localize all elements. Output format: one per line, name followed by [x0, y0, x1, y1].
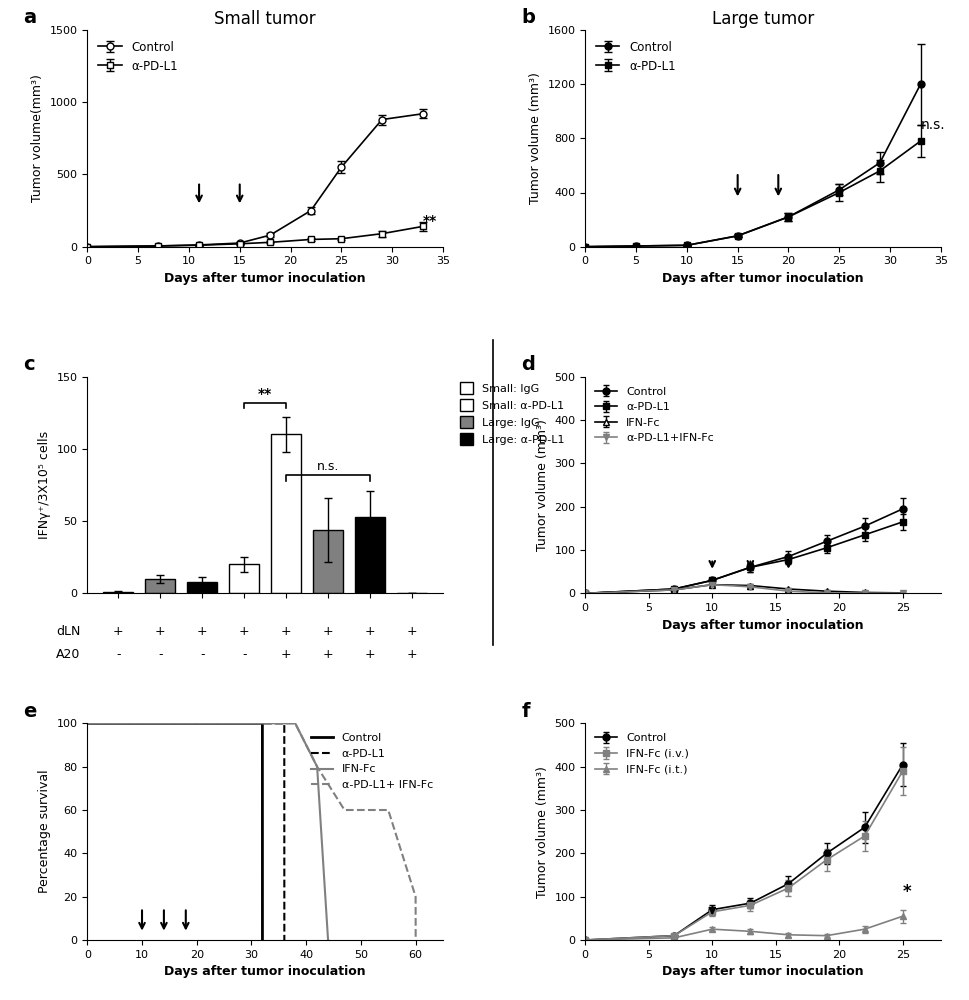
- Text: e: e: [23, 702, 37, 721]
- α-PD-L1+ IFN-Fc: [410, 934, 422, 946]
- α-PD-L1+ IFN-Fc: [81, 717, 93, 729]
- Control: [81, 717, 93, 729]
- Bar: [230, 564, 259, 593]
- Text: -: -: [241, 648, 246, 661]
- Text: n.s.: n.s.: [920, 118, 944, 132]
- Bar: [187, 582, 217, 593]
- Text: -: -: [115, 648, 120, 661]
- Text: a: a: [23, 8, 37, 27]
- Text: +: +: [281, 648, 291, 661]
- X-axis label: Days after tumor inoculation: Days after tumor inoculation: [662, 619, 863, 632]
- Line: α-PD-L1+ IFN-Fc: α-PD-L1+ IFN-Fc: [87, 723, 416, 940]
- Y-axis label: Tumor volume (mm³): Tumor volume (mm³): [528, 72, 542, 204]
- Y-axis label: Tumor volume (mm³): Tumor volume (mm³): [535, 766, 548, 898]
- Text: +: +: [406, 648, 417, 661]
- Y-axis label: Percentage survival: Percentage survival: [38, 770, 51, 893]
- X-axis label: Days after tumor inoculation: Days after tumor inoculation: [662, 965, 863, 978]
- Bar: [271, 434, 300, 593]
- Legend: Control, α-PD-L1, IFN-Fc, α-PD-L1+IFN-Fc: Control, α-PD-L1, IFN-Fc, α-PD-L1+IFN-Fc: [590, 382, 718, 448]
- Text: +: +: [155, 625, 166, 638]
- Bar: [104, 592, 133, 593]
- Bar: [145, 579, 174, 593]
- Y-axis label: Tumor volume (mm³): Tumor volume (mm³): [535, 419, 548, 551]
- α-PD-L1+ IFN-Fc: [338, 804, 350, 816]
- X-axis label: Days after tumor inoculation: Days after tumor inoculation: [662, 272, 863, 285]
- Text: dLN: dLN: [56, 625, 80, 638]
- Text: +: +: [112, 625, 123, 638]
- Text: c: c: [23, 355, 35, 374]
- Legend: Control, α-PD-L1, IFN-Fc, α-PD-L1+ IFN-Fc: Control, α-PD-L1, IFN-Fc, α-PD-L1+ IFN-F…: [306, 729, 437, 794]
- Line: α-PD-L1: α-PD-L1: [87, 723, 284, 940]
- Text: +: +: [364, 625, 375, 638]
- Bar: [355, 517, 385, 593]
- Text: +: +: [197, 625, 207, 638]
- IFN-Fc: [311, 761, 323, 773]
- α-PD-L1: [278, 717, 290, 729]
- Control: [257, 934, 268, 946]
- Line: IFN-Fc: IFN-Fc: [87, 723, 328, 940]
- Legend: Control, α-PD-L1: Control, α-PD-L1: [590, 36, 679, 77]
- Text: +: +: [323, 625, 333, 638]
- Text: -: -: [158, 648, 162, 661]
- Y-axis label: IFNγ⁺/3X10⁵ cells: IFNγ⁺/3X10⁵ cells: [38, 431, 51, 539]
- Text: d: d: [520, 355, 535, 374]
- Title: Small tumor: Small tumor: [214, 10, 316, 28]
- Text: *: *: [902, 883, 911, 901]
- Control: [257, 717, 268, 729]
- Text: +: +: [364, 648, 375, 661]
- α-PD-L1+ IFN-Fc: [311, 761, 323, 773]
- Text: **: **: [422, 214, 436, 228]
- IFN-Fc: [322, 934, 333, 946]
- Text: +: +: [406, 625, 417, 638]
- α-PD-L1+ IFN-Fc: [409, 891, 421, 903]
- Legend: Control, IFN-Fc (i.v.), IFN-Fc (i.t.): Control, IFN-Fc (i.v.), IFN-Fc (i.t.): [590, 729, 693, 779]
- Legend: Control, α-PD-L1: Control, α-PD-L1: [93, 36, 182, 77]
- IFN-Fc: [322, 934, 333, 946]
- Text: +: +: [238, 625, 249, 638]
- Text: +: +: [323, 648, 333, 661]
- Text: +: +: [281, 625, 291, 638]
- Legend: Small: IgG, Small: α-PD-L1, Large: IgG, Large: α-PD-L1: Small: IgG, Small: α-PD-L1, Large: IgG, …: [455, 378, 569, 449]
- Text: n.s.: n.s.: [317, 460, 339, 473]
- α-PD-L1: [278, 934, 290, 946]
- Text: f: f: [520, 702, 529, 721]
- Text: **: **: [258, 387, 272, 401]
- α-PD-L1+ IFN-Fc: [382, 804, 393, 816]
- α-PD-L1: [81, 717, 93, 729]
- Text: -: -: [200, 648, 204, 661]
- Line: Control: Control: [87, 723, 263, 940]
- X-axis label: Days after tumor inoculation: Days after tumor inoculation: [164, 965, 365, 978]
- Bar: [313, 530, 342, 593]
- α-PD-L1+ IFN-Fc: [289, 717, 300, 729]
- Y-axis label: Tumor volume(mm³): Tumor volume(mm³): [31, 74, 44, 202]
- X-axis label: Days after tumor inoculation: Days after tumor inoculation: [164, 272, 365, 285]
- Title: Large tumor: Large tumor: [711, 10, 813, 28]
- IFN-Fc: [289, 717, 300, 729]
- Text: A20: A20: [56, 648, 80, 661]
- Text: b: b: [520, 8, 535, 27]
- IFN-Fc: [81, 717, 93, 729]
